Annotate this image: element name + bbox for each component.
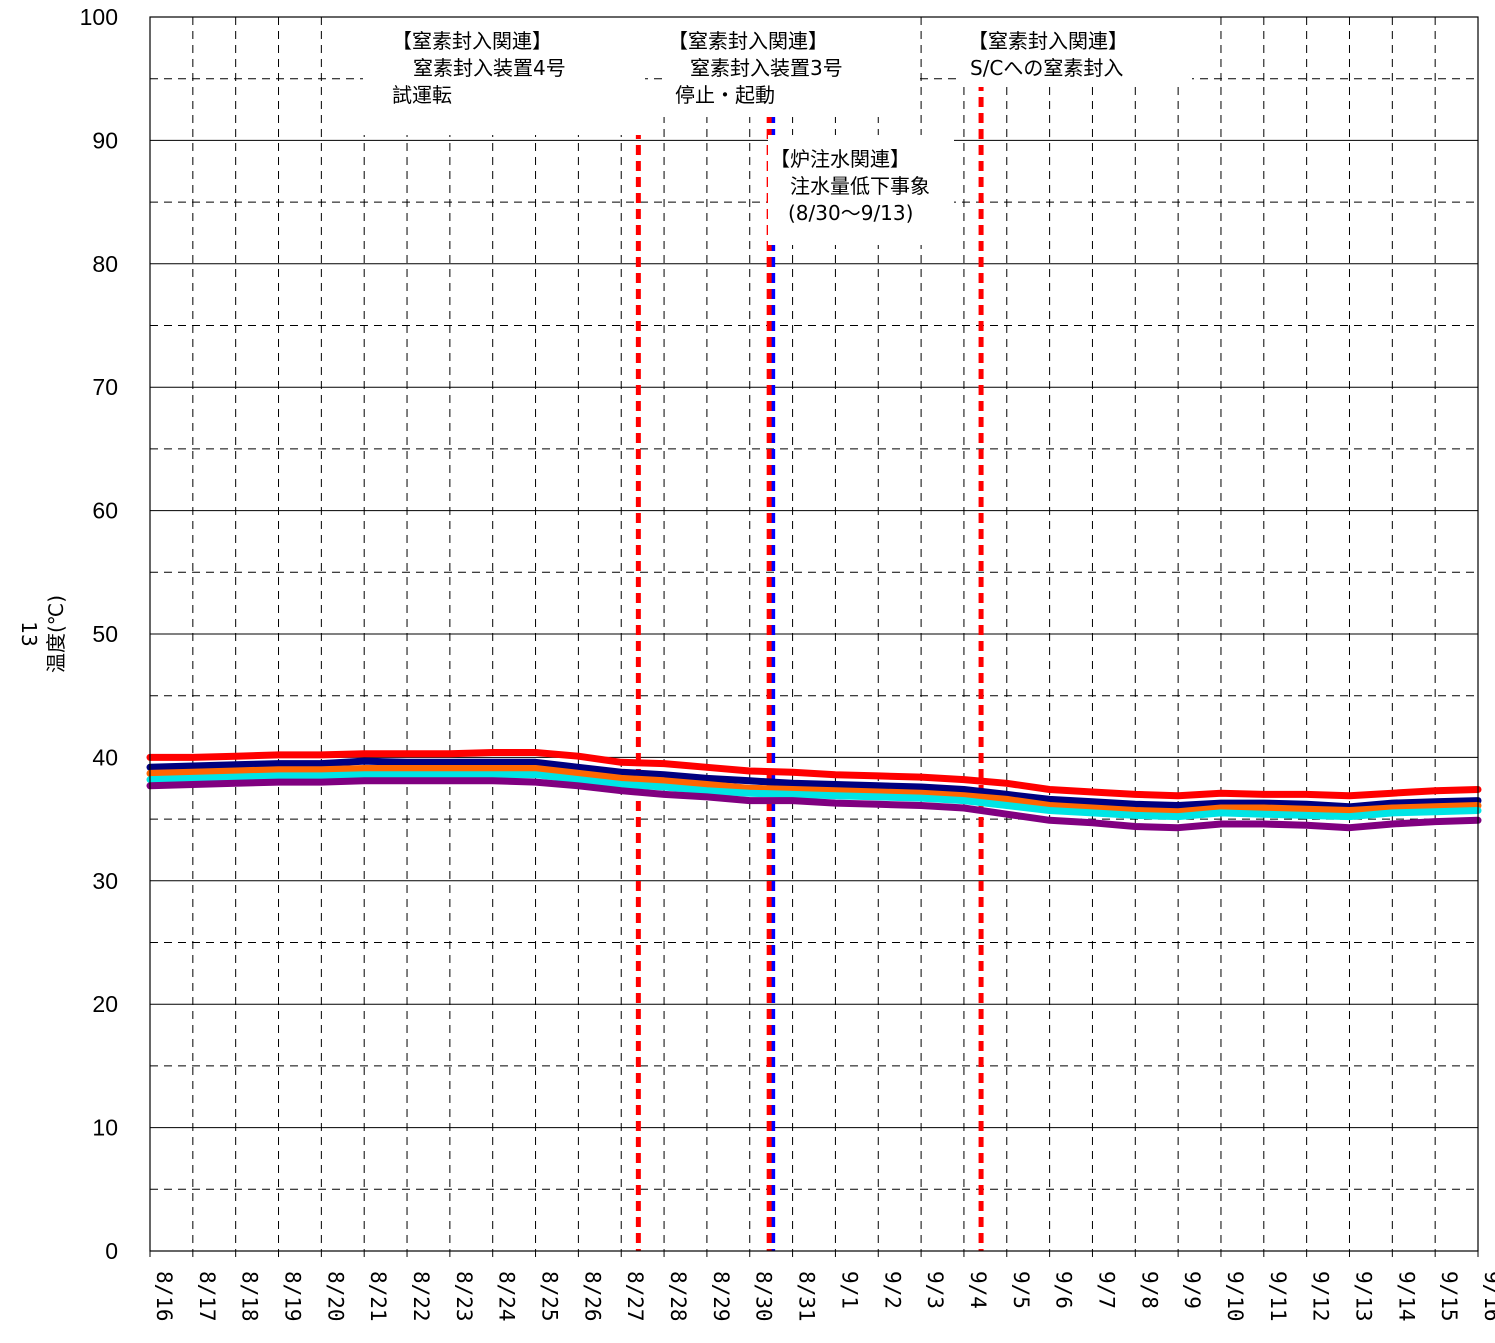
x-tick-label: 9/13 xyxy=(1351,1271,1375,1322)
x-tick-label: 8/28 xyxy=(666,1271,690,1322)
x-tick-label: 9/7 xyxy=(1094,1271,1118,1309)
x-tick-label: 8/18 xyxy=(238,1271,262,1322)
x-tick-label: 9/4 xyxy=(966,1271,990,1309)
x-tick-label: 8/17 xyxy=(195,1271,219,1322)
x-tick-label: 9/8 xyxy=(1137,1271,1161,1309)
x-tick-label: 9/14 xyxy=(1394,1271,1418,1322)
x-tick-label: 8/24 xyxy=(495,1271,519,1322)
x-tick-label: 8/29 xyxy=(709,1271,733,1322)
unit-number-label: 13 xyxy=(17,621,41,646)
x-tick-label: 8/23 xyxy=(452,1271,476,1322)
series-line xyxy=(146,765,1482,816)
annotation-text: 試運転 xyxy=(392,83,452,107)
x-tick-label: 9/5 xyxy=(1009,1271,1033,1309)
annotation-text: 【炉注水関連】 xyxy=(770,147,910,171)
x-tick-label: 9/11 xyxy=(1266,1271,1290,1322)
annotation-text: 窒素封入装置3号 xyxy=(690,56,843,80)
y-tick-label: 20 xyxy=(92,991,118,1017)
series-line xyxy=(146,749,1482,800)
x-tick-label: 9/12 xyxy=(1309,1271,1333,1322)
y-tick-label: 40 xyxy=(92,744,118,770)
y-tick-label: 30 xyxy=(92,868,118,894)
x-tick-label: 9/3 xyxy=(923,1271,947,1309)
grid xyxy=(150,16,1478,1252)
annotation-text: 停止・起動 xyxy=(675,83,775,107)
series-line xyxy=(146,757,1482,811)
x-tick-label: 9/6 xyxy=(1052,1271,1076,1309)
annotation-text: 【窒素封入関連】 xyxy=(968,29,1128,53)
x-tick-label: 8/30 xyxy=(752,1271,776,1322)
x-tick-label: 8/26 xyxy=(580,1271,604,1322)
y-tick-label: 90 xyxy=(92,127,118,153)
annotation-box xyxy=(363,17,645,135)
x-tick-label: 9/2 xyxy=(880,1271,904,1309)
y-tick-label: 70 xyxy=(92,374,118,400)
y-tick-label: 10 xyxy=(92,1115,118,1141)
y-tick-label: 100 xyxy=(80,4,118,30)
x-tick-label: 9/15 xyxy=(1437,1271,1461,1322)
x-tick-label: 9/16 xyxy=(1480,1271,1495,1322)
annotation-text: 【窒素封入関連】 xyxy=(668,29,828,53)
x-tick-label: 8/25 xyxy=(538,1271,562,1322)
axes xyxy=(149,16,1479,1257)
x-tick-label: 8/19 xyxy=(281,1271,305,1322)
x-tick-label: 8/16 xyxy=(152,1271,176,1322)
annotation-text: (8/30～9/13) xyxy=(788,201,913,225)
annotation-text: 【窒素封入関連】 xyxy=(392,29,552,53)
plot-frame xyxy=(149,16,1479,1252)
annotation-box xyxy=(768,135,954,245)
x-tick-label: 9/10 xyxy=(1223,1271,1247,1322)
y-tick-label: 0 xyxy=(105,1238,118,1264)
series-line xyxy=(146,771,1482,821)
y-tick-label: 50 xyxy=(92,621,118,647)
y-tick-labels: 0 10 20 30 40 50 60 70 80 90 100 xyxy=(80,4,118,1264)
y-tick-label: 80 xyxy=(92,251,118,277)
series-lines xyxy=(146,749,1482,832)
annotation-text: 窒素封入装置4号 xyxy=(413,56,566,80)
annotation-box xyxy=(962,17,1192,87)
x-tick-label: 8/20 xyxy=(323,1271,347,1322)
y-tick-label: 60 xyxy=(92,498,118,524)
annotation-box xyxy=(662,17,920,117)
x-tick-label: 8/31 xyxy=(795,1271,819,1322)
x-tick-label: 9/9 xyxy=(1180,1271,1204,1309)
annotation-text: 注水量低下事象 xyxy=(790,174,930,198)
x-tick-label: 9/1 xyxy=(837,1271,861,1309)
x-tick-labels: 8/16 8/17 8/18 8/19 8/20 8/21 8/22 8/23 8/24 8/25… xyxy=(152,1271,1495,1322)
event-markers xyxy=(635,17,984,1251)
x-tick-label: 8/22 xyxy=(409,1271,433,1322)
x-tick-label: 8/21 xyxy=(366,1271,390,1322)
annotation-text: S/Cへの窒素封入 xyxy=(970,56,1123,80)
x-tick-label: 8/27 xyxy=(623,1271,647,1322)
series-line xyxy=(146,777,1482,832)
y-axis-label: 温度(℃) xyxy=(44,595,68,673)
